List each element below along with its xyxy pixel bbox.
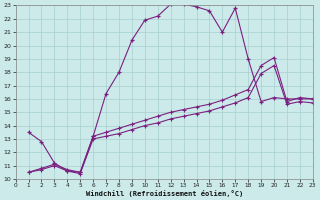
X-axis label: Windchill (Refroidissement éolien,°C): Windchill (Refroidissement éolien,°C): [85, 190, 243, 197]
